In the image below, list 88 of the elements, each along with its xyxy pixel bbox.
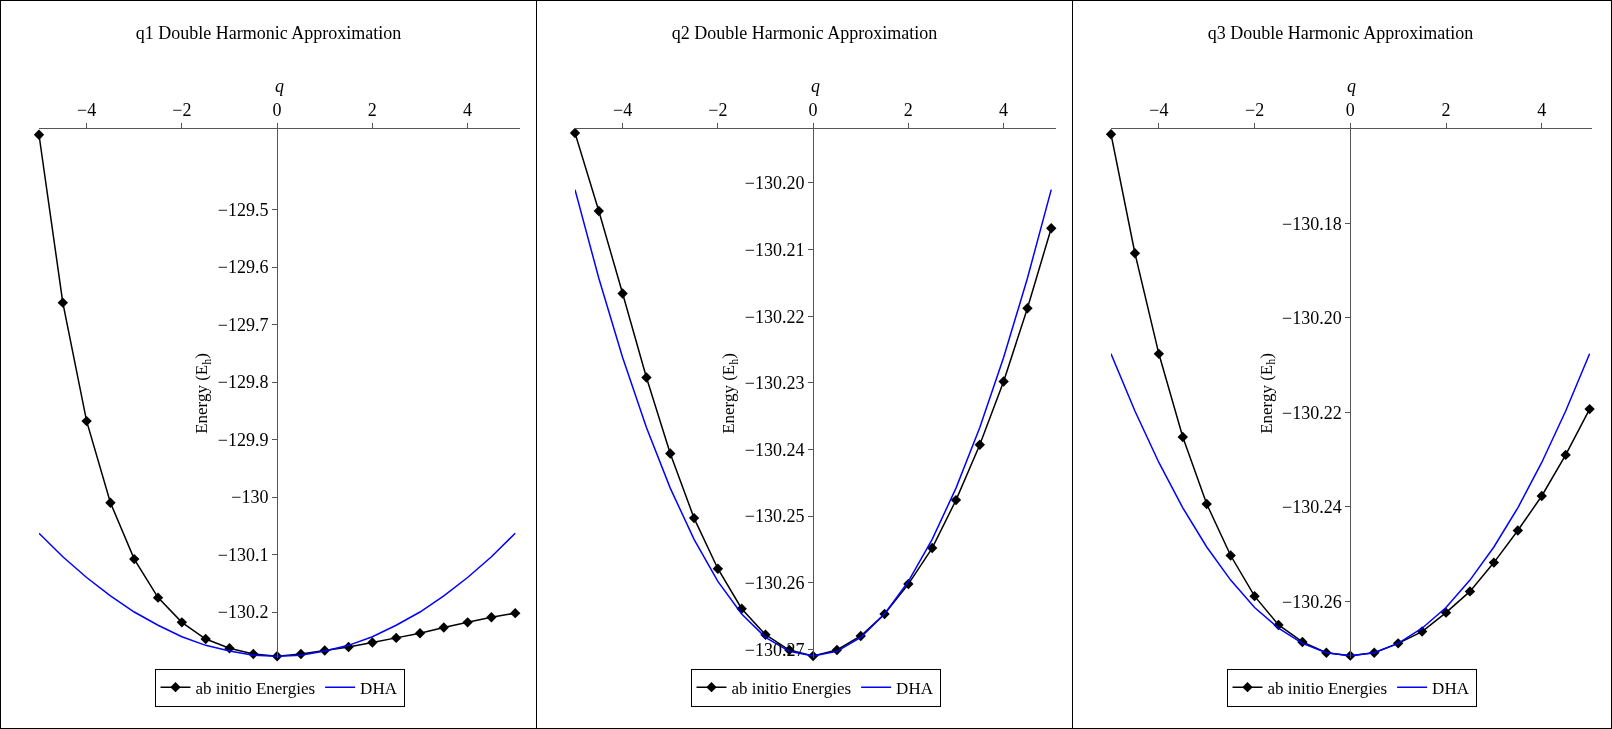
x-tick-label: −2: [172, 99, 192, 120]
point: [593, 205, 605, 217]
point: [390, 632, 402, 644]
x-tick-label: 0: [272, 99, 282, 120]
x-tick-label: 2: [903, 99, 913, 120]
point: [176, 617, 188, 628]
y-tick-label: −130.22: [1282, 402, 1342, 423]
x-tick-label: 0: [1345, 99, 1355, 120]
x-tick-label: 4: [999, 99, 1009, 120]
point: [105, 497, 116, 508]
x-tick-label: 0: [808, 99, 818, 120]
y-tick-label: −130.20: [1282, 308, 1342, 329]
y-tick-label: −130.24: [744, 439, 805, 460]
point: [1249, 590, 1260, 602]
point: [998, 376, 1009, 387]
y-tick-label: −130.1: [217, 544, 269, 565]
legend-label: DHA: [1432, 678, 1470, 698]
x-tick-label: −4: [1149, 99, 1169, 120]
point: [1488, 557, 1500, 568]
y-tick-label: −130.2: [217, 602, 269, 623]
point: [57, 297, 69, 308]
x-tick-label: −2: [708, 99, 728, 120]
y-tick-label: −130.25: [744, 506, 805, 527]
point: [1512, 525, 1524, 536]
x-tick-label: −4: [77, 99, 97, 120]
chart-title: q3 Double Harmonic Approximation: [1207, 23, 1474, 44]
point: [1177, 431, 1188, 443]
point: [486, 611, 497, 623]
point: [1201, 498, 1212, 510]
chart-title: q2 Double Harmonic Approximation: [671, 23, 938, 44]
y-tick-label: −129.9: [217, 429, 269, 450]
y-tick-label: −130.26: [744, 573, 805, 594]
point: [665, 448, 676, 459]
legend-label: DHA: [360, 678, 398, 698]
point: [1129, 248, 1141, 259]
y-tick-label: −129.6: [217, 257, 269, 278]
point: [974, 439, 985, 450]
point: [1022, 303, 1033, 314]
point: [926, 542, 938, 554]
y-tick-label: −129.8: [217, 372, 269, 393]
x-axis-title: q: [275, 76, 284, 96]
point: [1225, 550, 1236, 561]
x-tick-label: 2: [1441, 99, 1451, 120]
point: [1536, 490, 1547, 502]
point: [1046, 223, 1057, 234]
point: [688, 512, 700, 524]
legend-label: DHA: [896, 678, 934, 698]
point: [641, 372, 652, 383]
legend-label: ab initio Energies: [1267, 678, 1388, 698]
x-tick-label: 4: [1537, 99, 1547, 120]
y-tick-label: −130.22: [744, 306, 805, 327]
point: [569, 127, 581, 139]
x-tick-label: −2: [1245, 99, 1265, 120]
point: [81, 415, 92, 427]
x-tick-label: 2: [367, 99, 377, 120]
point: [617, 288, 628, 299]
y-tick-label: −130.20: [744, 173, 805, 194]
x-axis-title: q: [1347, 76, 1356, 96]
point: [152, 592, 164, 603]
legend-label: ab initio Energies: [731, 678, 852, 698]
point: [1464, 586, 1476, 597]
point: [1584, 403, 1595, 415]
chart-title: q1 Double Harmonic Approximation: [135, 23, 402, 44]
y-tick-label: −130.26: [1282, 591, 1342, 612]
y-tick-label: −130.24: [1282, 497, 1342, 518]
x-tick-label: −4: [613, 99, 633, 120]
y-tick-label: −130.18: [1282, 213, 1342, 234]
y-tick-label: −130.21: [744, 239, 805, 260]
point: [712, 563, 724, 574]
y-tick-label: −130: [231, 487, 269, 508]
point: [367, 637, 378, 648]
legend-label: ab initio Energies: [195, 678, 316, 698]
point: [33, 129, 45, 140]
y-tick-label: −129.7: [217, 314, 269, 335]
point: [950, 494, 962, 506]
x-tick-label: 4: [463, 99, 473, 120]
point: [129, 553, 140, 565]
y-tick-label: −130.23: [744, 373, 805, 394]
point: [1153, 348, 1165, 360]
point: [414, 628, 426, 639]
point: [462, 617, 473, 628]
x-axis-title: q: [811, 76, 820, 96]
y-tick-label: −129.5: [217, 199, 269, 220]
point: [1105, 129, 1117, 140]
point: [438, 622, 449, 633]
point: [200, 633, 211, 645]
point: [510, 607, 521, 619]
point: [1560, 449, 1571, 461]
